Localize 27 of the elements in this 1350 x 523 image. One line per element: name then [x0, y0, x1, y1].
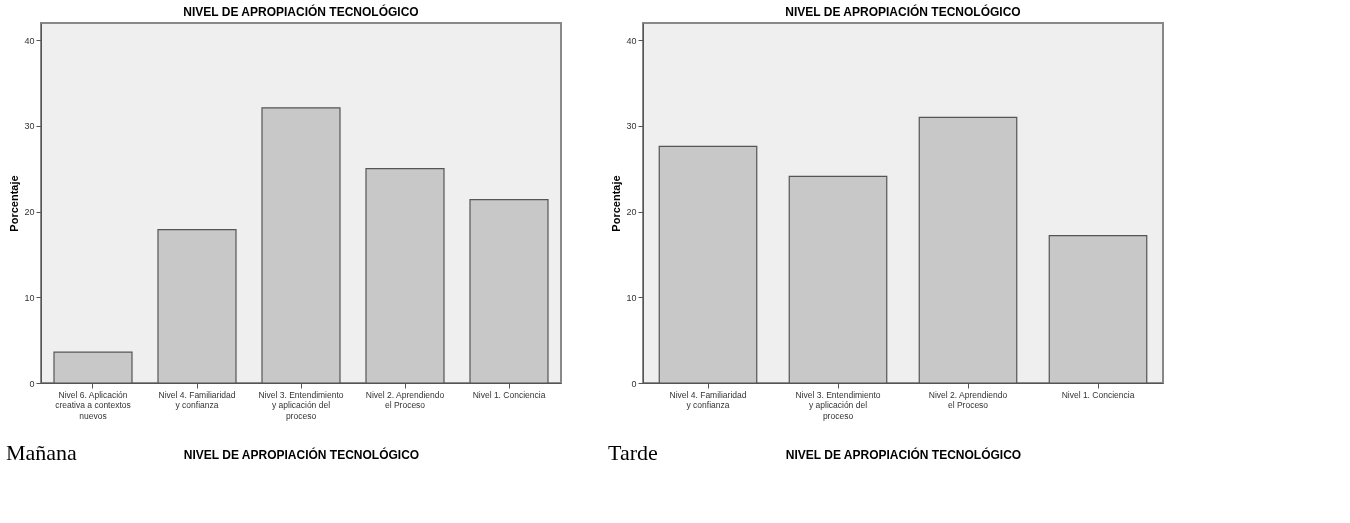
x-tick-label: Nivel 2. Aprendiendo el Proceso: [928, 389, 1008, 410]
y-tick-label: 0: [29, 378, 35, 389]
x-tick-label: Nivel 1. Conciencia: [1061, 389, 1135, 400]
y-axis-title: Porcentaje: [8, 175, 21, 232]
y-tick-label: 0: [631, 378, 637, 389]
x-axis-title: NIVEL DE APROPIACIÓN TECNOLÓGICO: [785, 447, 1022, 462]
x-tick-label: Nivel 3. Entendimiento y aplicación del proceso: [795, 389, 881, 421]
y-tick-label: 40: [24, 35, 35, 46]
x-tick-label: Nivel 4. Familiaridad y confianza: [158, 389, 236, 410]
text: Tarde: [608, 440, 658, 465]
x-tick-label: Nivel 1. Conciencia: [472, 389, 546, 400]
y-tick-label: 30: [626, 121, 637, 132]
y-tick-label: 10: [24, 292, 35, 303]
y-tick-label: 10: [626, 292, 637, 303]
y-axis-title: Porcentaje: [610, 175, 623, 232]
x-tick-label: Nivel 4. Familiaridad y confianza: [669, 389, 747, 410]
chart-title: NIVEL DE APROPIACIÓN TECNOLÓGICO: [785, 4, 1021, 19]
x-tick-label: Nivel 6. Aplicación creativa a contextos nuevos: [55, 389, 131, 421]
y-tick-label: 20: [24, 207, 35, 218]
y-tick-label: 40: [626, 35, 637, 46]
y-tick-label: 30: [24, 121, 35, 132]
text: Mañana: [6, 440, 78, 465]
chart-title: NIVEL DE APROPIACIÓN TECNOLÓGICO: [183, 4, 419, 19]
x-tick-label: Nivel 2. Aprendiendo el Proceso: [365, 389, 445, 410]
y-tick-label: 20: [626, 207, 637, 218]
x-tick-label: Nivel 3. Entendimiento y aplicación del proceso: [258, 389, 344, 421]
x-axis-title: NIVEL DE APROPIACIÓN TECNOLÓGICO: [183, 447, 420, 462]
